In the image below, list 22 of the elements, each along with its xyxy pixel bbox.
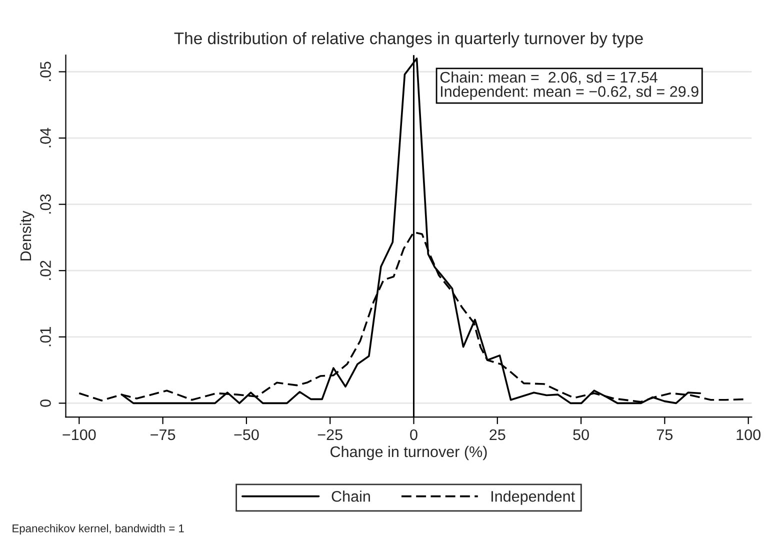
y-axis-title: Density (20, 210, 34, 260)
x-tick-label: −75 (150, 429, 176, 440)
y-tick-label: .03 (40, 194, 51, 214)
legend-label: Chain (332, 490, 370, 502)
y-tick-label: 0 (40, 400, 51, 407)
x-tick-label: 25 (490, 429, 506, 440)
x-tick-label: −100 (62, 429, 96, 440)
y-tick-label: .05 (40, 62, 51, 81)
x-tick-label: −50 (234, 429, 259, 440)
x-tick-label: 0 (410, 429, 418, 440)
x-tick-label: 75 (656, 429, 673, 440)
x-axis-title: Change in turnover (%) (330, 446, 487, 460)
chart-title: The distribution of relative changes in quarterly turnover by type (174, 32, 643, 48)
y-tick-label: .04 (40, 128, 51, 148)
annotation: Chain: mean = 2.06, sd = 17.54 Independent: mean = −0.62, sd = 29.9 (440, 71, 698, 100)
x-tick-label: 50 (573, 429, 589, 440)
legend-label: Independent (492, 490, 575, 505)
x-tick-label: −25 (318, 429, 342, 440)
y-tick-label: .02 (40, 260, 51, 280)
y-tick-label: .01 (40, 327, 51, 346)
x-tick-label: 100 (736, 429, 760, 440)
text: Epanechikov kernel, bandwidth = 1 (12, 524, 184, 535)
